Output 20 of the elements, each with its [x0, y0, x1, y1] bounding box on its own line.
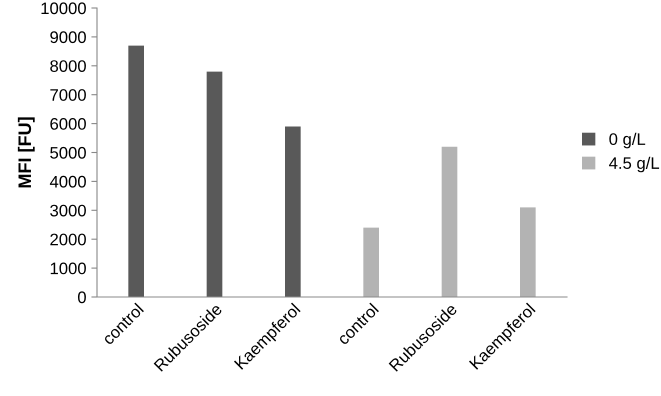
y-tick-label: 7000 [50, 89, 86, 101]
y-tick-label: 6000 [50, 118, 86, 130]
y-tick-label: 8000 [50, 60, 86, 72]
bar [520, 207, 536, 297]
y-tick-label: 10000 [42, 2, 86, 14]
y-tick-label: 1000 [50, 262, 86, 274]
y-tick-label: 4000 [50, 176, 86, 188]
y-tick-label: 3000 [50, 204, 86, 217]
bar [363, 228, 379, 297]
y-tick-label: 0 [78, 291, 86, 304]
bar [285, 126, 301, 297]
bar [128, 46, 144, 297]
y-tick-label: 9000 [50, 31, 86, 44]
y-tick-label: 2000 [50, 234, 86, 246]
y-axis-title: MFI [FU] [18, 117, 35, 188]
bar [206, 72, 222, 297]
legend-label: 0 g/L [609, 132, 646, 148]
bar [442, 146, 458, 297]
legend-label: 4.5 g/L [609, 156, 660, 172]
y-tick-label: 5000 [50, 146, 86, 159]
